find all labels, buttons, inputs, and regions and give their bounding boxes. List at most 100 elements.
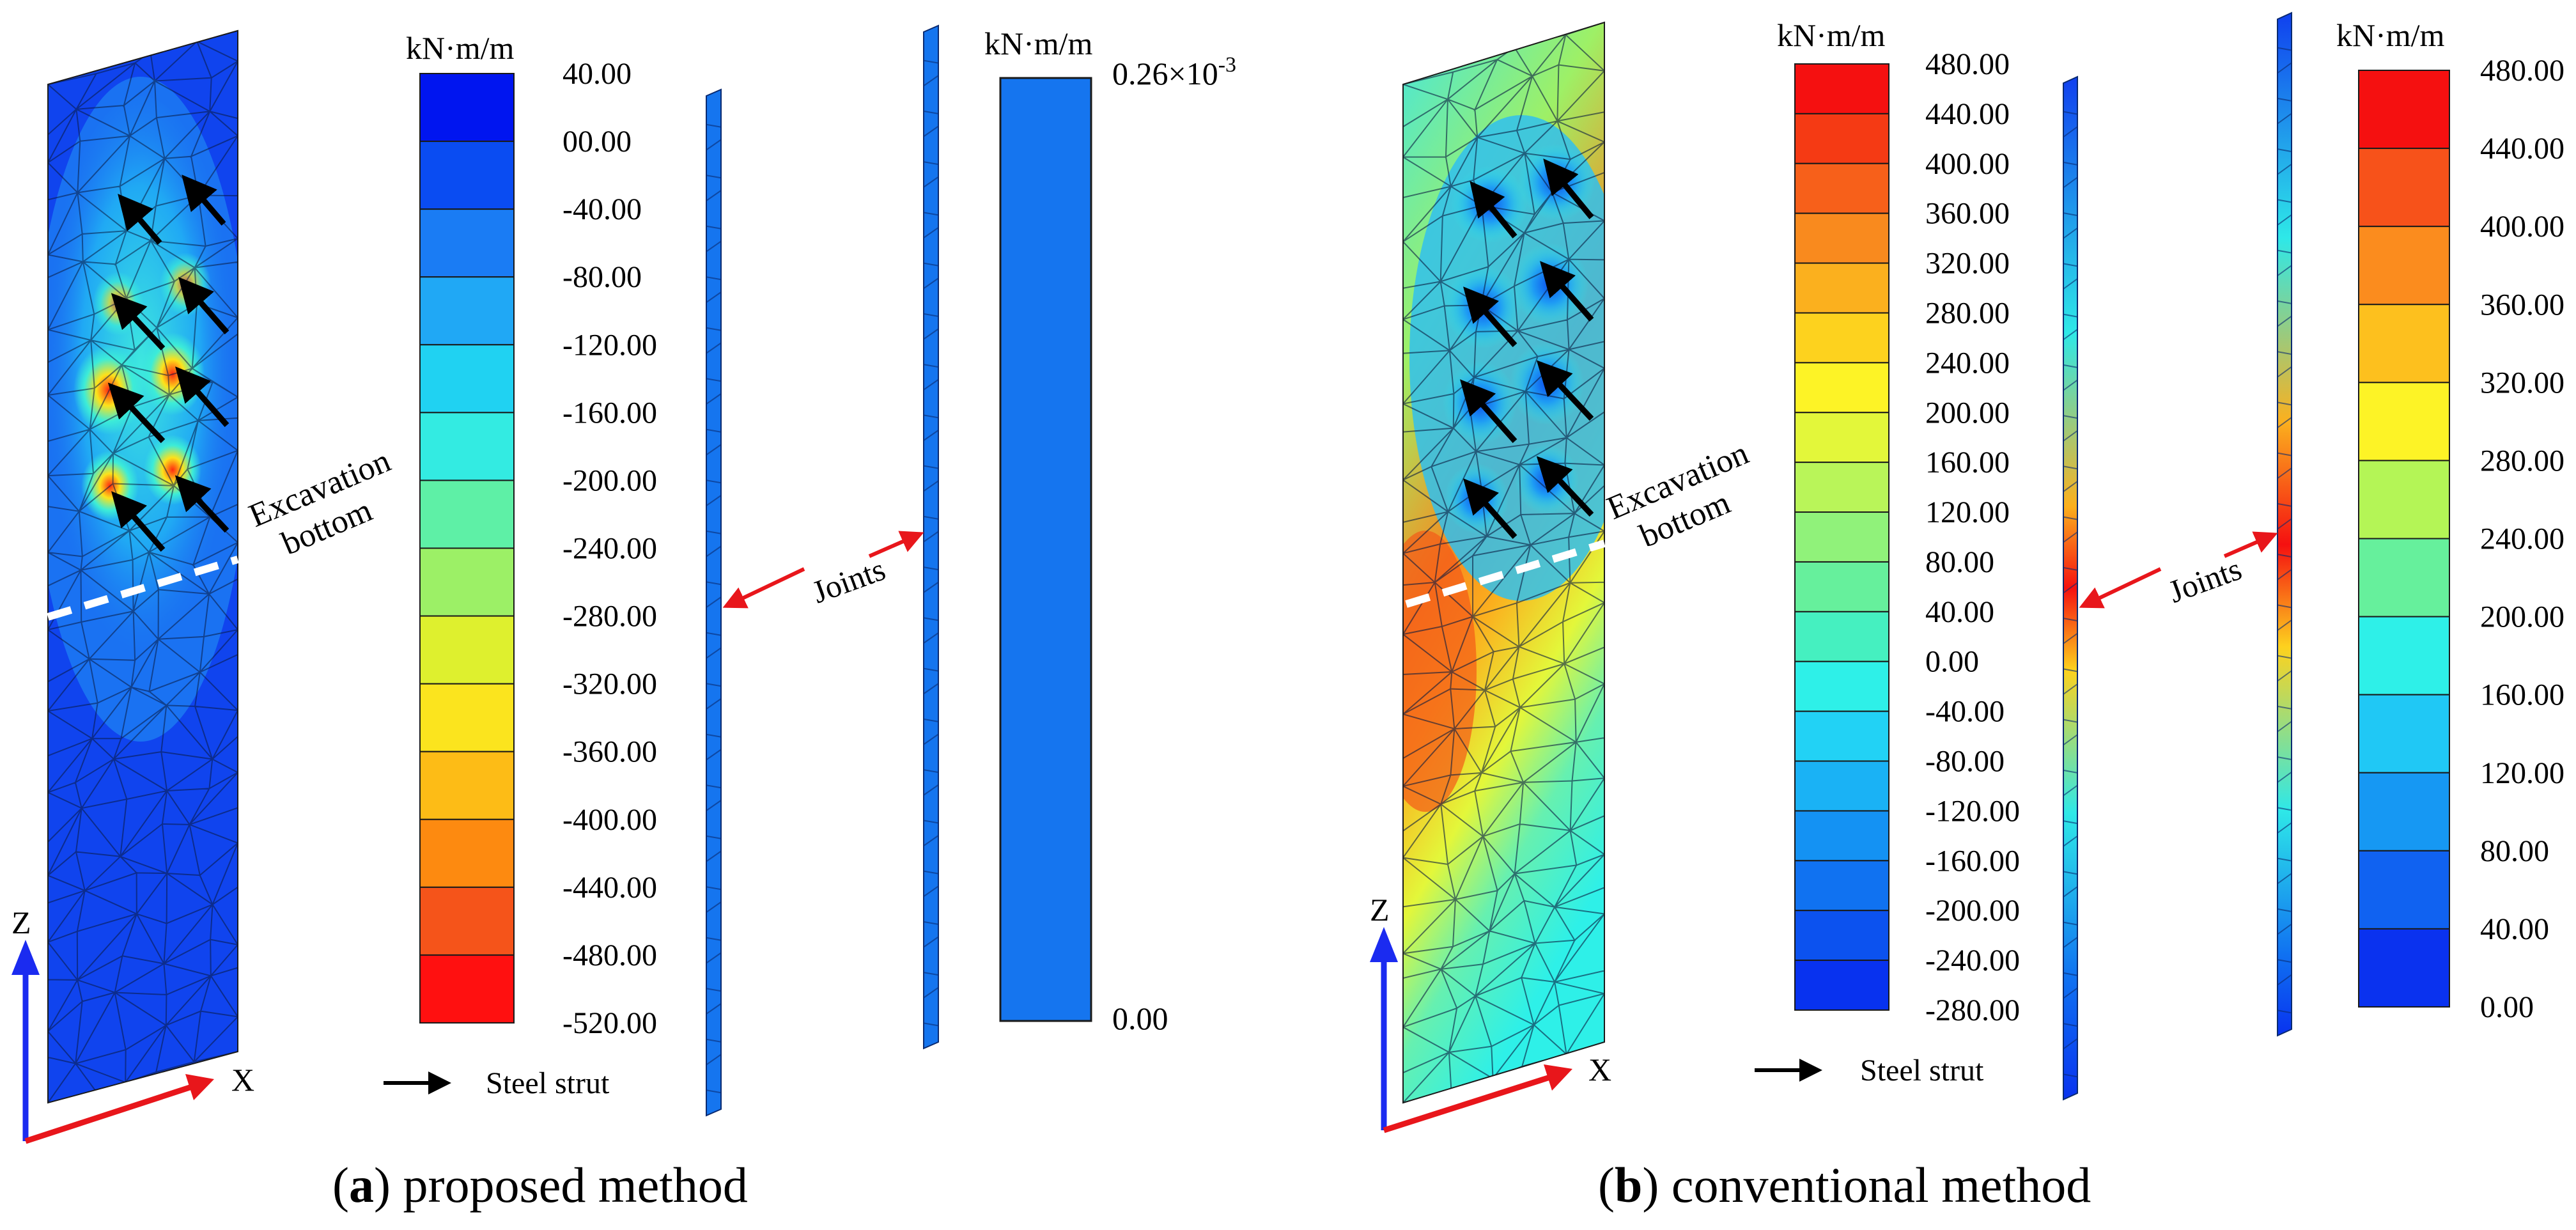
joint-legend-b-tick: 200.00 [2480, 600, 2564, 634]
legend-b-tick: -280.00 [1925, 993, 2020, 1027]
wall-outline-b [1402, 21, 1605, 1104]
legend-b-tick: -120.00 [1925, 794, 2020, 828]
legend-a-swatch [419, 141, 515, 210]
legend-b-swatch [1794, 511, 1889, 563]
legend-b-tick: 320.00 [1925, 247, 2010, 281]
mesh-lines [1403, 22, 1604, 1103]
strip-mesh-lines [706, 59, 939, 1094]
legend-a-tick: -40.00 [563, 192, 642, 226]
legend-unit-a: kN·m/m [406, 30, 515, 66]
joint-legend-b-swatch [2358, 460, 2450, 540]
legend-a-tick: 00.00 [563, 125, 632, 159]
panel-b: Excavation bottom Z X kN·m/m 480.00440.0… [1370, 12, 2564, 1213]
legend-a-swatch [419, 479, 515, 549]
joint-legend-unit-a: kN·m/m [984, 26, 1093, 61]
joint-legend-b-swatch [2358, 382, 2450, 462]
joint-legend-b-tick: 280.00 [2480, 444, 2564, 478]
joint-legend-bar-a [999, 77, 1092, 1022]
legend-a-swatch [419, 954, 515, 1024]
legend-a-swatch [419, 412, 515, 481]
joints-label-b: Joints [2164, 550, 2246, 610]
joints-label-a: Joints [807, 551, 890, 611]
joint-arrow-b-right [2223, 531, 2278, 558]
legend-b-swatch [1794, 960, 1889, 1011]
steel-strut-arrows-b [1460, 159, 1594, 539]
strip-mesh-lines [2063, 47, 2292, 1078]
legend-b-tick: 0.00 [1925, 645, 1979, 679]
joint-legend-unit-b: kN·m/m [2336, 17, 2445, 53]
legend-a-tick: -520.00 [563, 1006, 657, 1040]
legend-b-swatch [1794, 860, 1889, 912]
panel-a: Excavation bottom Z X kN·m/m 40.0000.00-… [12, 24, 1236, 1213]
strut-legend-b: Steel strut [1755, 1054, 1984, 1087]
steel-strut-arrows-a [107, 175, 229, 552]
legend-a-swatch [419, 344, 515, 414]
legend-a-tick: -160.00 [563, 396, 657, 430]
legend-b: 480.00 440.00 400.00 360.00 320.00 280.00 240.… [1794, 47, 2020, 1027]
legend-b-swatch [1794, 113, 1889, 164]
legend-b-tick: -160.00 [1925, 844, 2020, 878]
joint-legend-b-swatch [2358, 928, 2450, 1008]
legend-a-swatch [419, 73, 515, 143]
caption-a: (a) proposed method [332, 1157, 748, 1213]
legend-b-tick: 440.00 [1925, 97, 2010, 131]
joint-legend-b-tick: 80.00 [2480, 834, 2549, 868]
axis-x-label-a: X [231, 1062, 254, 1098]
legend-b-tick: -80.00 [1925, 745, 2005, 779]
joint-arrow-a-left [722, 567, 805, 609]
joint-arrow-a-right [868, 531, 924, 558]
legend-b-tick: 80.00 [1925, 545, 1994, 579]
joint-legend-b-tick: 120.00 [2480, 756, 2564, 790]
legend-a-tick: -320.00 [563, 667, 657, 701]
joint-legend-b-swatch [2358, 70, 2450, 150]
legend-b-tick: -200.00 [1925, 894, 2020, 928]
joint-legend-b-swatch [2358, 226, 2450, 306]
joint-legend-b-swatch [2358, 694, 2450, 774]
legend-b-swatch [1794, 362, 1889, 414]
legend-b-tick: 200.00 [1925, 396, 2010, 430]
legend-unit-b: kN·m/m [1777, 17, 1886, 53]
legend-b-swatch [1794, 312, 1889, 364]
legend-a-tick: -480.00 [563, 938, 657, 972]
joint-legend-b-swatch [2358, 538, 2450, 618]
joint-legend-b-swatch [2358, 850, 2450, 930]
legend-b-tick: -40.00 [1925, 695, 2005, 729]
joint-legend-bottom-a: 0.00 [1112, 1000, 1168, 1036]
joint-legend-b-tick: 0.00 [2480, 990, 2534, 1024]
joint-legend-b-tick: 160.00 [2480, 678, 2564, 712]
legend-a-tick: -280.00 [563, 600, 657, 634]
legend-a-swatch [419, 547, 515, 617]
joint-legend-b-swatch [2358, 772, 2450, 852]
legend-b-swatch [1794, 462, 1889, 513]
joint-legend-b-swatch [2358, 304, 2450, 384]
legend-b-swatch [1794, 162, 1889, 214]
joint-legend-b-tick: 480.00 [2480, 54, 2564, 88]
axis-triad-b: Z X [1370, 892, 1611, 1133]
excavation-line-a [47, 556, 239, 621]
legend-a-tick: -120.00 [563, 328, 657, 362]
axis-triad-a: Z X [12, 905, 254, 1144]
legend-a-swatch [419, 276, 515, 346]
wall-contour-b [1403, 22, 1604, 1103]
legend-a-swatch [419, 615, 515, 685]
legend-a-swatch [419, 208, 515, 278]
legend-a-tick: -80.00 [563, 260, 642, 294]
legend-b-tick: -240.00 [1925, 944, 2020, 977]
legend-b-tick: 400.00 [1925, 147, 2010, 181]
caption-b: (b) conventional method [1598, 1157, 2091, 1213]
joint-legend-b-swatch [2358, 148, 2450, 228]
legend-b-swatch [1794, 561, 1889, 612]
axis-z-label-b: Z [1370, 892, 1390, 928]
joint-legend-b: 480.00 440.00 400.00 360.00 320.00 280.00 240.… [2358, 54, 2564, 1024]
legend-b-tick: 240.00 [1925, 346, 2010, 380]
legend-b-swatch [1794, 760, 1889, 812]
legend-b-swatch [1794, 710, 1889, 762]
joint-legend-top-a: 0.26×10-3 [1112, 53, 1236, 91]
joint-legend-b-tick: 240.00 [2480, 522, 2564, 556]
legend-b-tick: 160.00 [1925, 446, 2010, 479]
axis-z-label-a: Z [12, 905, 31, 940]
joint-legend-b-tick: 400.00 [2480, 210, 2564, 244]
legend-b-tick: 280.00 [1925, 296, 2010, 330]
joint-legend-b-tick: 440.00 [2480, 132, 2564, 166]
